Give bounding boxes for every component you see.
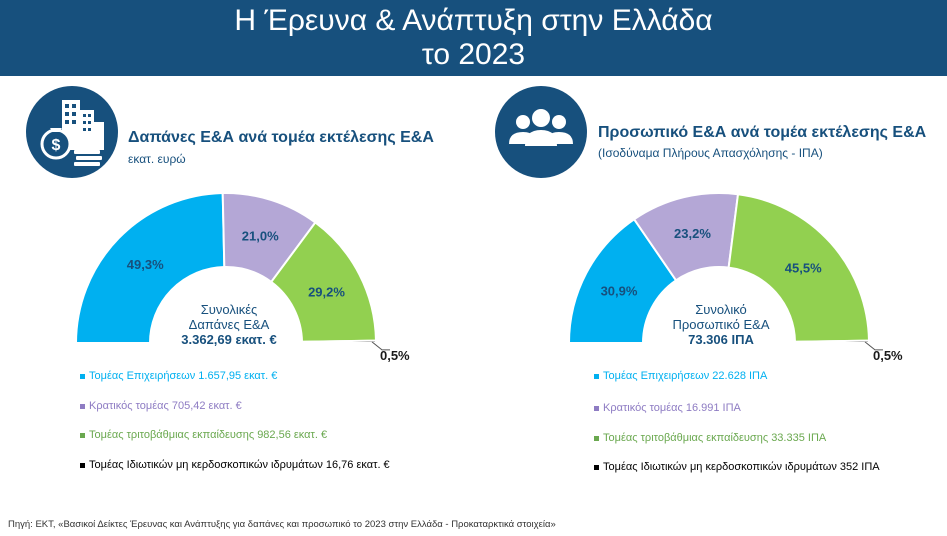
left-center-line2: Δαπάνες Ε&Α bbox=[188, 317, 270, 332]
slice-business bbox=[74, 192, 226, 344]
left-panel-subtitle: εκατ. ευρώ bbox=[128, 152, 186, 166]
slice-label: 30,9% bbox=[601, 283, 638, 298]
legend-label: Τομέας Ιδιωτικών μη κερδοσκοπικών ιδρυμά… bbox=[603, 461, 880, 473]
slice-private-non-profit bbox=[300, 339, 378, 344]
left-legend-higher-education: Τομέας τριτοβάθμιας εκπαίδευσης 982,56 ε… bbox=[80, 429, 327, 442]
header-banner: Η Έρευνα & Ανάπτυξη στην Ελλάδα το 2023 bbox=[0, 0, 947, 76]
right-center-total: Συνολικό Προσωπικό Ε&Α 73.306 ΙΠΑ bbox=[651, 302, 791, 347]
right-center-line2: Προσωπικό Ε&Α bbox=[672, 317, 770, 332]
slice-private-non-profit bbox=[793, 339, 871, 344]
right-legend-higher-education: Τομέας τριτοβάθμιας εκπαίδευσης 33.335 Ι… bbox=[594, 432, 826, 445]
legend-label: Τομέας Ιδιωτικών μη κερδοσκοπικών ιδρυμά… bbox=[89, 459, 390, 471]
left-legend-private-non-profit: Τομέας Ιδιωτικών μη κερδοσκοπικών ιδρυμά… bbox=[80, 459, 390, 472]
left-center-total: Συνολικές Δαπάνες Ε&Α 3.362,69 εκατ. € bbox=[159, 302, 299, 347]
legend-label: Κρατικός τομέας 705,42 εκατ. € bbox=[89, 400, 242, 412]
right-legend-private-non-profit: Τομέας Ιδιωτικών μη κερδοσκοπικών ιδρυμά… bbox=[594, 461, 880, 474]
left-center-value: 3.362,69 εκατ. € bbox=[181, 332, 277, 347]
slice-label: 0,5% bbox=[873, 348, 903, 363]
right-legend-business: Τομέας Επιχειρήσεων 22.628 ΙΠΑ bbox=[594, 370, 767, 383]
legend-label: Τομέας Επιχειρήσεων 22.628 ΙΠΑ bbox=[603, 370, 768, 382]
legend-label: Τομέας τριτοβάθμιας εκπαίδευσης 982,56 ε… bbox=[89, 429, 328, 441]
slice-label: 29,2% bbox=[308, 284, 345, 299]
right-panel-title: Προσωπικό Ε&Α ανά τομέα εκτέλεσης Ε&Α bbox=[598, 124, 927, 141]
personnel-donut-chart: 30,9% 23,2% 45,5% 0,5% bbox=[567, 192, 903, 363]
slice-label: 0,5% bbox=[380, 348, 410, 363]
header-title-line1: Η Έρευνα & Ανάπτυξη στην Ελλάδα bbox=[234, 4, 713, 37]
expenditure-donut-chart: 49,3% 21,0% 29,2% 0,5% bbox=[74, 192, 410, 363]
slice-label: 21,0% bbox=[242, 228, 279, 243]
slice-leader-line bbox=[371, 341, 390, 351]
slice-leader-line bbox=[864, 341, 883, 351]
legend-label: Κρατικός τομέας 16.991 ΙΠΑ bbox=[603, 402, 741, 414]
slice-label: 49,3% bbox=[127, 257, 164, 272]
right-panel-subtitle: (Ισοδύναμα Πλήρους Απασχόλησης - ΙΠΑ) bbox=[598, 146, 823, 160]
people-group-icon bbox=[495, 86, 587, 178]
right-center-line1: Συνολικό bbox=[695, 302, 747, 317]
right-center-value: 73.306 ΙΠΑ bbox=[688, 332, 754, 347]
right-legend-government: Κρατικός τομέας 16.991 ΙΠΑ bbox=[594, 402, 741, 415]
slice-label: 45,5% bbox=[785, 261, 822, 276]
left-legend-government: Κρατικός τομέας 705,42 εκατ. € bbox=[80, 400, 242, 413]
money-city-icon: $ bbox=[26, 86, 118, 178]
left-center-line1: Συνολικές bbox=[200, 302, 258, 317]
legend-label: Τομέας Επιχειρήσεων 1.657,95 εκατ. € bbox=[89, 370, 278, 382]
slice-higher-education bbox=[727, 193, 870, 343]
left-panel-title: Δαπάνες Ε&Α ανά τομέα εκτέλεσης Ε&Α bbox=[128, 129, 434, 146]
slice-label: 23,2% bbox=[674, 226, 711, 241]
left-legend-business: Τομέας Επιχειρήσεων 1.657,95 εκατ. € bbox=[80, 370, 277, 383]
svg-text:$: $ bbox=[52, 137, 61, 154]
legend-label: Τομέας τριτοβάθμιας εκπαίδευσης 33.335 Ι… bbox=[603, 432, 827, 444]
header-title-line2: το 2023 bbox=[421, 38, 526, 71]
source-note: Πηγή: ΕΚΤ, «Βασικοί Δείκτες Έρευνας και … bbox=[8, 519, 556, 530]
